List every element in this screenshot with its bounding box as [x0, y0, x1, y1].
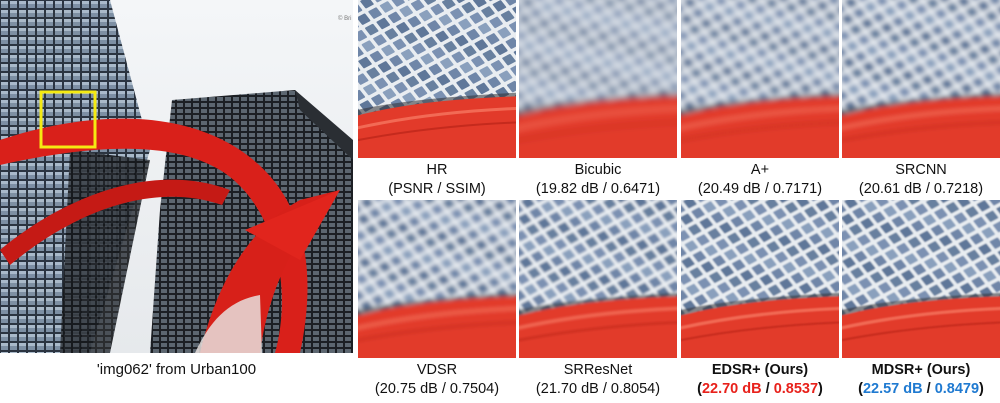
- method-name: Bicubic: [574, 162, 622, 178]
- crop-aplus: [681, 0, 839, 158]
- caption-srcnn: SRCNN (20.61 dB / 0.7218): [842, 161, 1000, 199]
- crop-hr: [358, 0, 516, 158]
- caption-mdsr: MDSR+ (Ours) (22.57 dB / 0.8479): [842, 361, 1000, 399]
- metrics: (PSNR / SSIM): [388, 181, 486, 197]
- caption-srresnet: SRResNet (21.70 dB / 0.8054): [519, 361, 677, 399]
- crop-srresnet: [519, 200, 677, 358]
- watermark: © Bri: [338, 15, 351, 22]
- metrics: (19.82 dB / 0.6471): [535, 181, 661, 197]
- metrics: (22.57 dB / 0.8479): [858, 381, 984, 397]
- method-name: EDSR+ (Ours): [711, 362, 809, 378]
- main-photo: © Bri: [0, 0, 353, 353]
- metrics: (21.70 dB / 0.8054): [535, 381, 661, 397]
- crop-srcnn: [842, 0, 1000, 158]
- psnr-value: 22.57 dB: [862, 381, 923, 397]
- caption-vdsr: VDSR (20.75 dB / 0.7504): [358, 361, 516, 399]
- caption-aplus: A+ (20.49 dB / 0.7171): [681, 161, 839, 199]
- psnr-value: 22.70 dB: [701, 381, 762, 397]
- method-name: MDSR+ (Ours): [871, 362, 971, 378]
- crop-edsr: [681, 200, 839, 358]
- metrics: (20.49 dB / 0.7171): [697, 181, 823, 197]
- caption-edsr: EDSR+ (Ours) (22.70 dB / 0.8537): [681, 361, 839, 399]
- crop-vdsr: [358, 200, 516, 358]
- method-name: VDSR: [416, 362, 458, 378]
- crop-bicubic: [519, 0, 677, 158]
- ssim-value: 0.8537: [773, 381, 819, 397]
- method-name: HR: [426, 162, 448, 178]
- crop-mdsr: [842, 200, 1000, 358]
- metrics: (22.70 dB / 0.8537): [697, 381, 823, 397]
- method-name: SRResNet: [563, 362, 633, 378]
- main-caption: 'img062' from Urban100: [96, 361, 257, 378]
- method-name: SRCNN: [895, 162, 947, 178]
- caption-hr: HR (PSNR / SSIM): [358, 161, 516, 199]
- caption-bicubic: Bicubic (19.82 dB / 0.6471): [519, 161, 677, 199]
- ssim-value: 0.8479: [934, 381, 980, 397]
- method-name: A+: [750, 162, 770, 178]
- metrics: (20.61 dB / 0.7218): [858, 181, 984, 197]
- metrics: (20.75 dB / 0.7504): [374, 381, 500, 397]
